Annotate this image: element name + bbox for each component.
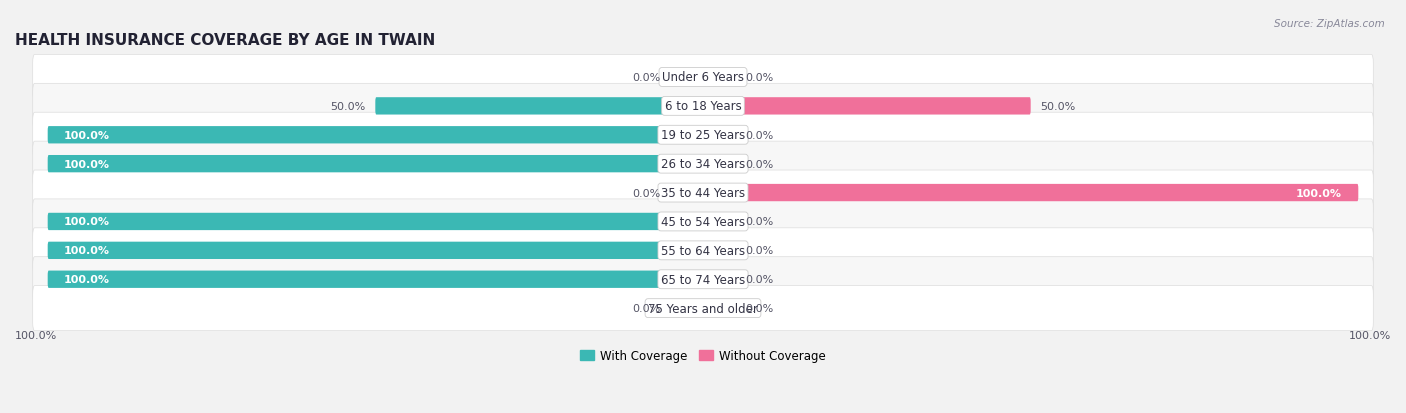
FancyBboxPatch shape bbox=[32, 257, 1374, 302]
FancyBboxPatch shape bbox=[32, 286, 1374, 331]
Text: 45 to 54 Years: 45 to 54 Years bbox=[661, 216, 745, 228]
FancyBboxPatch shape bbox=[703, 98, 1031, 115]
FancyBboxPatch shape bbox=[703, 271, 735, 288]
Text: 35 to 44 Years: 35 to 44 Years bbox=[661, 187, 745, 199]
Text: 0.0%: 0.0% bbox=[633, 188, 661, 198]
Text: 0.0%: 0.0% bbox=[633, 73, 661, 83]
Text: 6 to 18 Years: 6 to 18 Years bbox=[665, 100, 741, 113]
Text: 0.0%: 0.0% bbox=[745, 131, 773, 140]
Text: 50.0%: 50.0% bbox=[1040, 102, 1076, 112]
Text: 0.0%: 0.0% bbox=[745, 275, 773, 285]
FancyBboxPatch shape bbox=[703, 156, 735, 173]
Text: 0.0%: 0.0% bbox=[745, 73, 773, 83]
Text: 0.0%: 0.0% bbox=[745, 217, 773, 227]
Text: 0.0%: 0.0% bbox=[633, 304, 661, 313]
Legend: With Coverage, Without Coverage: With Coverage, Without Coverage bbox=[575, 345, 831, 367]
FancyBboxPatch shape bbox=[48, 156, 703, 173]
FancyBboxPatch shape bbox=[375, 98, 703, 115]
Text: 65 to 74 Years: 65 to 74 Years bbox=[661, 273, 745, 286]
Text: 19 to 25 Years: 19 to 25 Years bbox=[661, 129, 745, 142]
FancyBboxPatch shape bbox=[671, 185, 703, 202]
Text: 55 to 64 Years: 55 to 64 Years bbox=[661, 244, 745, 257]
FancyBboxPatch shape bbox=[32, 228, 1374, 273]
FancyBboxPatch shape bbox=[32, 142, 1374, 187]
FancyBboxPatch shape bbox=[703, 185, 1358, 202]
FancyBboxPatch shape bbox=[48, 213, 703, 230]
Text: 26 to 34 Years: 26 to 34 Years bbox=[661, 158, 745, 171]
FancyBboxPatch shape bbox=[671, 69, 703, 86]
Text: 100.0%: 100.0% bbox=[65, 246, 110, 256]
FancyBboxPatch shape bbox=[671, 300, 703, 317]
Text: 0.0%: 0.0% bbox=[745, 159, 773, 169]
Text: 100.0%: 100.0% bbox=[65, 131, 110, 140]
Text: Source: ZipAtlas.com: Source: ZipAtlas.com bbox=[1274, 19, 1385, 28]
FancyBboxPatch shape bbox=[703, 127, 735, 144]
Text: 100.0%: 100.0% bbox=[1296, 188, 1341, 198]
Text: 100.0%: 100.0% bbox=[65, 275, 110, 285]
FancyBboxPatch shape bbox=[48, 242, 703, 259]
FancyBboxPatch shape bbox=[32, 113, 1374, 158]
Text: Under 6 Years: Under 6 Years bbox=[662, 71, 744, 84]
Text: 75 Years and older: 75 Years and older bbox=[648, 302, 758, 315]
Text: HEALTH INSURANCE COVERAGE BY AGE IN TWAIN: HEALTH INSURANCE COVERAGE BY AGE IN TWAI… bbox=[15, 33, 436, 47]
FancyBboxPatch shape bbox=[32, 55, 1374, 100]
FancyBboxPatch shape bbox=[703, 242, 735, 259]
FancyBboxPatch shape bbox=[703, 300, 735, 317]
FancyBboxPatch shape bbox=[48, 127, 703, 144]
FancyBboxPatch shape bbox=[32, 171, 1374, 216]
Text: 100.0%: 100.0% bbox=[65, 159, 110, 169]
Text: 0.0%: 0.0% bbox=[745, 246, 773, 256]
FancyBboxPatch shape bbox=[32, 199, 1374, 244]
FancyBboxPatch shape bbox=[48, 271, 703, 288]
Text: 100.0%: 100.0% bbox=[1348, 330, 1391, 340]
FancyBboxPatch shape bbox=[32, 84, 1374, 129]
FancyBboxPatch shape bbox=[703, 213, 735, 230]
Text: 0.0%: 0.0% bbox=[745, 304, 773, 313]
Text: 100.0%: 100.0% bbox=[15, 330, 58, 340]
Text: 100.0%: 100.0% bbox=[65, 217, 110, 227]
Text: 50.0%: 50.0% bbox=[330, 102, 366, 112]
FancyBboxPatch shape bbox=[703, 69, 735, 86]
